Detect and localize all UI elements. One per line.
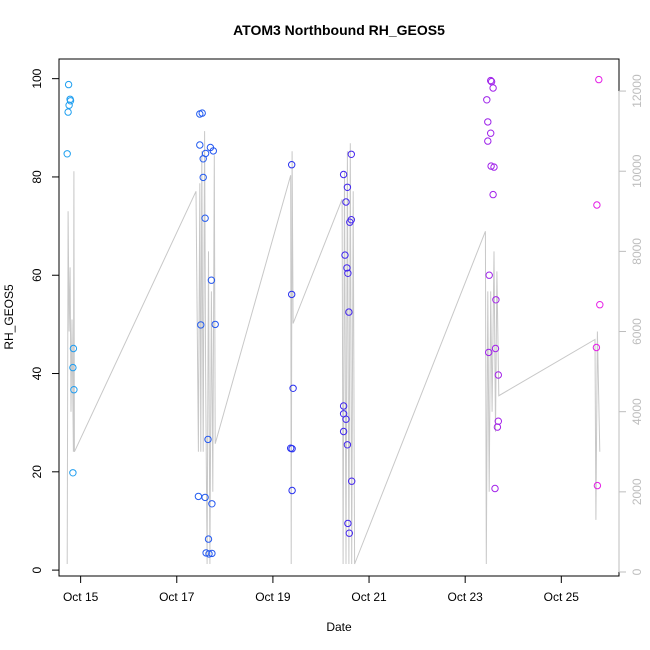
- data-point: [596, 301, 604, 309]
- data-point: [344, 269, 352, 277]
- y2-tick-label: 10000: [630, 154, 644, 188]
- data-point: [70, 386, 78, 394]
- data-point: [201, 493, 209, 502]
- data-point: [64, 80, 73, 89]
- y-tick-label: 20: [30, 465, 44, 479]
- data-point: [493, 423, 502, 431]
- data-point: [196, 141, 204, 149]
- data-point: [64, 108, 72, 116]
- data-point: [343, 183, 352, 192]
- y2-tick-label: 4000: [630, 398, 644, 425]
- data-point: [593, 201, 601, 209]
- data-point: [204, 535, 213, 543]
- x-axis-label: Date: [326, 620, 352, 634]
- data-point: [205, 550, 213, 558]
- data-point: [487, 129, 495, 137]
- x-tick-label: Oct 15: [63, 590, 99, 604]
- data-point: [347, 150, 355, 159]
- data-point: [199, 173, 207, 182]
- data-point: [288, 445, 296, 453]
- y-tick-label: 100: [30, 68, 44, 88]
- x-tick-label: Oct 25: [544, 590, 580, 604]
- data-point: [65, 101, 73, 109]
- data-point: [494, 371, 502, 379]
- data-point: [346, 218, 354, 226]
- x-tick-label: Oct 21: [351, 590, 387, 604]
- y2-tick-label: 6000: [630, 318, 644, 345]
- data-point: [208, 549, 216, 558]
- data-point: [207, 276, 216, 284]
- x-tick-label: Oct 17: [159, 590, 195, 604]
- y2-tick-label: 2000: [630, 478, 644, 505]
- data-point: [289, 384, 297, 392]
- data-point: [348, 477, 356, 485]
- altitude-line: [66, 131, 601, 565]
- data-point: [194, 492, 203, 501]
- data-point: [69, 363, 77, 372]
- data-point: [595, 75, 603, 84]
- y-tick-label: 40: [30, 367, 44, 381]
- data-point: [487, 76, 495, 85]
- data-point: [339, 402, 348, 410]
- data-point: [288, 161, 296, 169]
- data-point: [341, 251, 349, 259]
- data-point: [489, 190, 497, 199]
- altitude-line-layer: [66, 131, 601, 565]
- plot-frame: [58, 58, 620, 577]
- data-point: [490, 163, 498, 171]
- x-tick-label: Oct 23: [448, 590, 484, 604]
- data-point: [343, 264, 351, 272]
- y2-tick-label: 8000: [630, 238, 644, 265]
- data-point: [342, 415, 350, 423]
- data-point: [66, 97, 75, 105]
- data-point: [288, 290, 296, 299]
- y-axis-right: 0 2000 4000 6000 8000 10000 12000: [618, 74, 644, 575]
- data-point: [63, 150, 71, 158]
- data-point: [204, 435, 212, 444]
- data-point: [211, 320, 219, 329]
- data-point: [288, 486, 296, 495]
- data-point: [485, 271, 493, 279]
- x-axis: Oct 15 Oct 17 Oct 19 Oct 21 Oct 23 Oct 25: [63, 575, 580, 604]
- y-axis-left: 0 20 40 60 80 100: [30, 68, 60, 573]
- data-point: [484, 137, 492, 145]
- data-point: [492, 296, 500, 304]
- data-point: [342, 198, 350, 206]
- data-point: [491, 344, 500, 353]
- data-point: [339, 170, 348, 179]
- data-point: [199, 155, 207, 163]
- y2-tick-label: 12000: [630, 74, 644, 108]
- data-point: [592, 343, 601, 352]
- data-point: [197, 321, 205, 329]
- data-point: [198, 109, 206, 117]
- y-tick-label: 80: [30, 170, 44, 184]
- data-point: [483, 96, 491, 104]
- data-point: [343, 441, 352, 449]
- data-point: [69, 469, 77, 477]
- data-point: [485, 348, 493, 357]
- data-points-layer: [63, 75, 604, 558]
- data-point: [489, 84, 497, 92]
- y-axis-label: RH_GEOS5: [2, 284, 16, 350]
- data-point: [339, 427, 348, 436]
- data-point: [69, 344, 78, 353]
- data-point: [209, 147, 218, 155]
- data-point: [201, 214, 209, 222]
- y2-tick-label: 0: [630, 568, 644, 575]
- data-point: [344, 519, 352, 528]
- data-point: [345, 308, 353, 316]
- y-tick-label: 60: [30, 268, 44, 282]
- chart-title: ATOM3 Northbound RH_GEOS5: [233, 22, 445, 38]
- data-point: [593, 481, 602, 490]
- x-tick-label: Oct 19: [255, 590, 291, 604]
- y-tick-label: 0: [30, 566, 44, 573]
- data-point: [491, 484, 499, 493]
- data-point: [345, 529, 353, 537]
- data-point: [208, 500, 216, 508]
- data-point: [484, 118, 492, 126]
